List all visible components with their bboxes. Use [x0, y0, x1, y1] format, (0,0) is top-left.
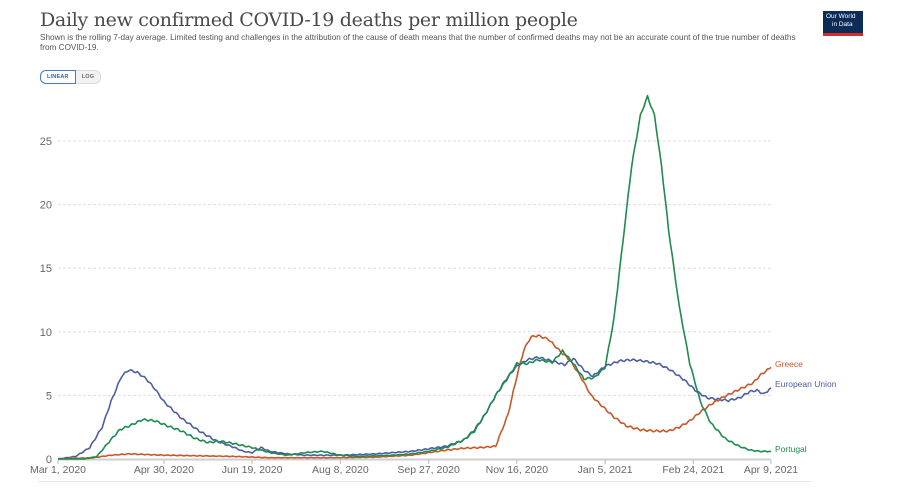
y-axis-ticks: 0 5 10 15 20 25	[40, 136, 52, 466]
x-axis: Mar 1, 2020 Apr 30, 2020 Jun 19, 2020 Aug 8…	[30, 459, 798, 476]
y-tick-label: 10	[40, 327, 52, 339]
chart-title: Daily new confirmed COVID-19 deaths per …	[40, 9, 578, 31]
logo-line-1: Our World	[826, 13, 856, 20]
linear-scale-button[interactable]: LINEAR	[40, 70, 76, 84]
series-label-portugal[interactable]: Portugal	[775, 444, 807, 454]
chart-subtitle: Shown is the rolling 7-day average. Limi…	[40, 33, 796, 52]
x-tick-label: Apr 9, 2021	[744, 464, 798, 476]
x-tick-label: Mar 1, 2020	[30, 464, 86, 476]
series-labels: European Union Greece Portugal	[775, 359, 837, 454]
series-lines	[57, 94, 772, 460]
series-label-greece[interactable]: Greece	[775, 359, 803, 369]
x-tick-label: Apr 30, 2020	[134, 464, 194, 476]
scale-toggle: LINEAR LOG	[40, 70, 102, 84]
series-line-portugal[interactable]	[57, 94, 771, 460]
log-scale-button[interactable]: LOG	[75, 70, 102, 84]
x-tick-label: Nov 16, 2020	[486, 464, 549, 476]
series-line-european-union[interactable]	[57, 356, 772, 460]
x-tick-label: Jun 19, 2020	[222, 464, 283, 476]
logo-line-2: in Data	[832, 20, 853, 28]
x-tick-label: Feb 24, 2021	[662, 464, 724, 476]
series-label-european-union[interactable]: European Union	[775, 379, 837, 389]
footer-divider	[38, 481, 811, 482]
grid-lines	[58, 140, 771, 460]
x-tick-label: Sep 27, 2020	[397, 464, 460, 476]
y-tick-label: 5	[46, 390, 52, 402]
y-tick-label: 25	[40, 136, 52, 148]
x-tick-label: Jan 5, 2021	[578, 464, 633, 476]
y-tick-label: 20	[40, 200, 52, 212]
x-tick-label: Aug 8, 2020	[312, 464, 369, 476]
our-world-in-data-logo[interactable]: Our World in Data	[823, 11, 863, 36]
series-line-greece[interactable]	[58, 334, 772, 460]
y-tick-label: 15	[40, 263, 52, 275]
y-tick-label: 0	[46, 454, 52, 466]
